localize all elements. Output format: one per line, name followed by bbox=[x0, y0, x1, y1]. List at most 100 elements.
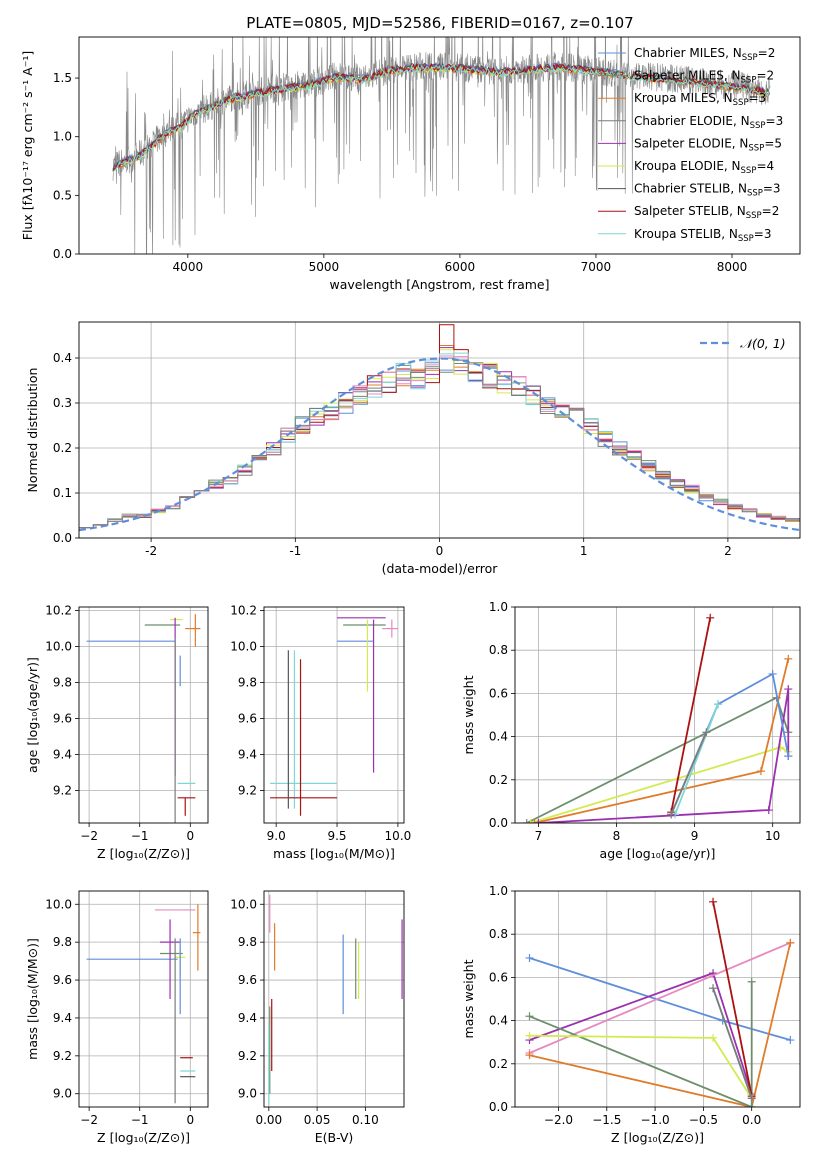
panel-spectrum: 4000 5000 6000 7000 8000 0.0 0.5 1.0 1.5 waveleng… bbox=[20, 36, 801, 292]
y-tick-label: 9.4 bbox=[238, 1011, 257, 1025]
y-tick-label: 0.4 bbox=[489, 730, 508, 744]
legend-entry: Salpeter STELIB, NSSP=2 bbox=[634, 204, 779, 221]
y-tick-label: 0.2 bbox=[489, 1057, 508, 1071]
x-tick-label: 8000 bbox=[717, 260, 748, 274]
x-tick-label: 9 bbox=[691, 829, 699, 843]
y-tick-label: 10.0 bbox=[45, 897, 72, 911]
axes-frame bbox=[78, 321, 801, 539]
panel-weight-vs-Z: −2.0 −1.5 −1.0 −0.5 0.0 0.0 0.2 0.4 0.6 0.8 1.0 Z [… bbox=[461, 884, 801, 1145]
y-tick-label: 0.3 bbox=[53, 396, 72, 410]
model-line-6 bbox=[112, 62, 770, 170]
legend-subscript: SSP bbox=[748, 143, 764, 153]
y-tick-label: 0.4 bbox=[489, 1014, 508, 1028]
weight-marker bbox=[747, 977, 756, 986]
y-tick-label: 9.4 bbox=[238, 748, 257, 762]
data-spectrum bbox=[112, 37, 771, 254]
y-tick-label: 10.2 bbox=[230, 604, 257, 618]
y-axis-label: mass weight bbox=[461, 959, 476, 1038]
x-tick-label: -1 bbox=[289, 544, 301, 558]
panel-age-vs-Z: −2 −1 0 9.2 9.4 9.6 9.8 10.0 10.2 Z [log₁₀(Z/Z⊙)]… bbox=[25, 604, 209, 861]
y-tick-label: 9.6 bbox=[238, 973, 257, 987]
plot-area-weight-vs-age bbox=[515, 607, 800, 823]
y-tick-label: 0.0 bbox=[53, 247, 72, 261]
y-tick-label: 9.6 bbox=[238, 712, 257, 726]
figure-title: PLATE=0805, MJD=52586, FIBERID=0167, z=0… bbox=[246, 14, 633, 32]
weight-marker bbox=[709, 897, 718, 906]
weight-marker bbox=[525, 1051, 534, 1060]
y-axis-label: Flux [fλ10⁻¹⁷ erg cm⁻² s⁻¹ A⁻¹] bbox=[20, 51, 35, 240]
x-tick-label: −0.5 bbox=[689, 1113, 718, 1127]
legend-subscript: SSP bbox=[746, 211, 762, 221]
weight-line-3 bbox=[529, 942, 792, 1107]
y-tick-label: 10.0 bbox=[45, 640, 72, 654]
point-4 bbox=[159, 919, 181, 999]
y-tick-label: 0.0 bbox=[489, 816, 508, 830]
axes-frame bbox=[263, 890, 405, 1108]
y-tick-label: 0.8 bbox=[489, 643, 508, 657]
y-tick-label: 0.0 bbox=[53, 531, 72, 545]
plot-area-mass-vs-Z bbox=[79, 891, 208, 1107]
legend-entry: 𝒩(0, 1) bbox=[740, 336, 786, 351]
y-tick-label: 9.0 bbox=[238, 1087, 257, 1101]
x-tick-label: 0 bbox=[436, 544, 444, 558]
legend-entry: Kroupa ELODIE, NSSP=4 bbox=[634, 159, 774, 176]
weight-marker bbox=[709, 984, 718, 993]
legend-count: =3 bbox=[766, 114, 784, 128]
weight-line-6 bbox=[712, 901, 753, 1097]
y-tick-label: 0.1 bbox=[53, 486, 72, 500]
legend-count: =5 bbox=[764, 136, 782, 150]
legend-count: =4 bbox=[756, 159, 774, 173]
y-tick-label: 1.0 bbox=[53, 130, 72, 144]
x-tick-label: 7000 bbox=[581, 260, 612, 274]
y-tick-label: 9.6 bbox=[53, 712, 72, 726]
y-tick-label: 9.8 bbox=[53, 676, 72, 690]
normal-curve bbox=[79, 357, 800, 532]
x-axis-label: E(B-V) bbox=[315, 1130, 354, 1145]
weight-marker bbox=[747, 1094, 756, 1103]
panel-mass-vs-ebv: 0.00 0.05 0.10 9.0 9.2 9.4 9.6 9.8 10.0 E(B-V) bbox=[230, 890, 405, 1145]
weight-marker bbox=[714, 700, 723, 709]
axes-frame bbox=[514, 606, 801, 824]
weight-marker bbox=[764, 806, 773, 815]
legend-subscript: SSP bbox=[750, 121, 766, 131]
legend-count: =2 bbox=[756, 69, 774, 83]
weight-marker bbox=[530, 819, 539, 823]
y-axis-label: mass [log₁₀(M/M⊙)] bbox=[25, 938, 40, 1060]
y-tick-label: 10.2 bbox=[45, 604, 72, 618]
y-tick-label: 10.0 bbox=[230, 640, 257, 654]
panel-weight-vs-age: 7 8 9 10 0.0 0.2 0.4 0.6 0.8 1.0 age [log₁₀(age/yr… bbox=[461, 600, 801, 861]
legend-entry: Chabrier MILES, NSSP=2 bbox=[634, 46, 775, 63]
y-tick-label: 1.5 bbox=[53, 71, 72, 85]
weight-line-0 bbox=[526, 696, 790, 823]
y-axis-label: Normed distribution bbox=[25, 368, 40, 493]
model-line-8 bbox=[112, 63, 770, 173]
legend-subscript: SSP bbox=[741, 76, 757, 86]
x-axis-label: wavelength [Angstrom, rest frame] bbox=[329, 277, 549, 292]
x-tick-label: 10.0 bbox=[385, 829, 412, 843]
axes-frame bbox=[78, 890, 209, 1108]
weight-marker bbox=[525, 953, 534, 962]
point-8 bbox=[177, 797, 196, 816]
y-tick-label: 9.8 bbox=[53, 935, 72, 949]
x-tick-label: 6000 bbox=[445, 260, 476, 274]
panel-residuals: -2 -1 0 1 2 0.0 0.1 0.2 0.3 0.4 (data-model)/error… bbox=[25, 321, 801, 576]
x-tick-label: 2 bbox=[724, 544, 732, 558]
y-tick-label: 9.2 bbox=[238, 1049, 257, 1063]
x-tick-label: 0.0 bbox=[742, 1113, 761, 1127]
legend-entry: Salpeter MILES, NSSP=2 bbox=[634, 69, 774, 86]
legend-subscript: SSP bbox=[733, 98, 749, 108]
point-2 bbox=[185, 614, 201, 647]
x-tick-label: −1.0 bbox=[641, 1113, 670, 1127]
weight-line-8 bbox=[712, 987, 753, 1099]
legend-subscript: SSP bbox=[747, 189, 763, 199]
weight-marker bbox=[786, 938, 795, 947]
y-tick-label: 0.2 bbox=[489, 773, 508, 787]
x-axis-label: age [log₁₀(age/yr)] bbox=[600, 846, 716, 861]
weight-marker bbox=[706, 613, 715, 622]
weight-marker bbox=[784, 752, 793, 761]
point-3 bbox=[192, 904, 201, 971]
y-tick-label: 9.2 bbox=[53, 1049, 72, 1063]
weight-line-6 bbox=[674, 703, 719, 815]
legend-entry: Chabrier ELODIE, NSSP=3 bbox=[634, 114, 783, 131]
x-tick-label: 4000 bbox=[173, 260, 204, 274]
